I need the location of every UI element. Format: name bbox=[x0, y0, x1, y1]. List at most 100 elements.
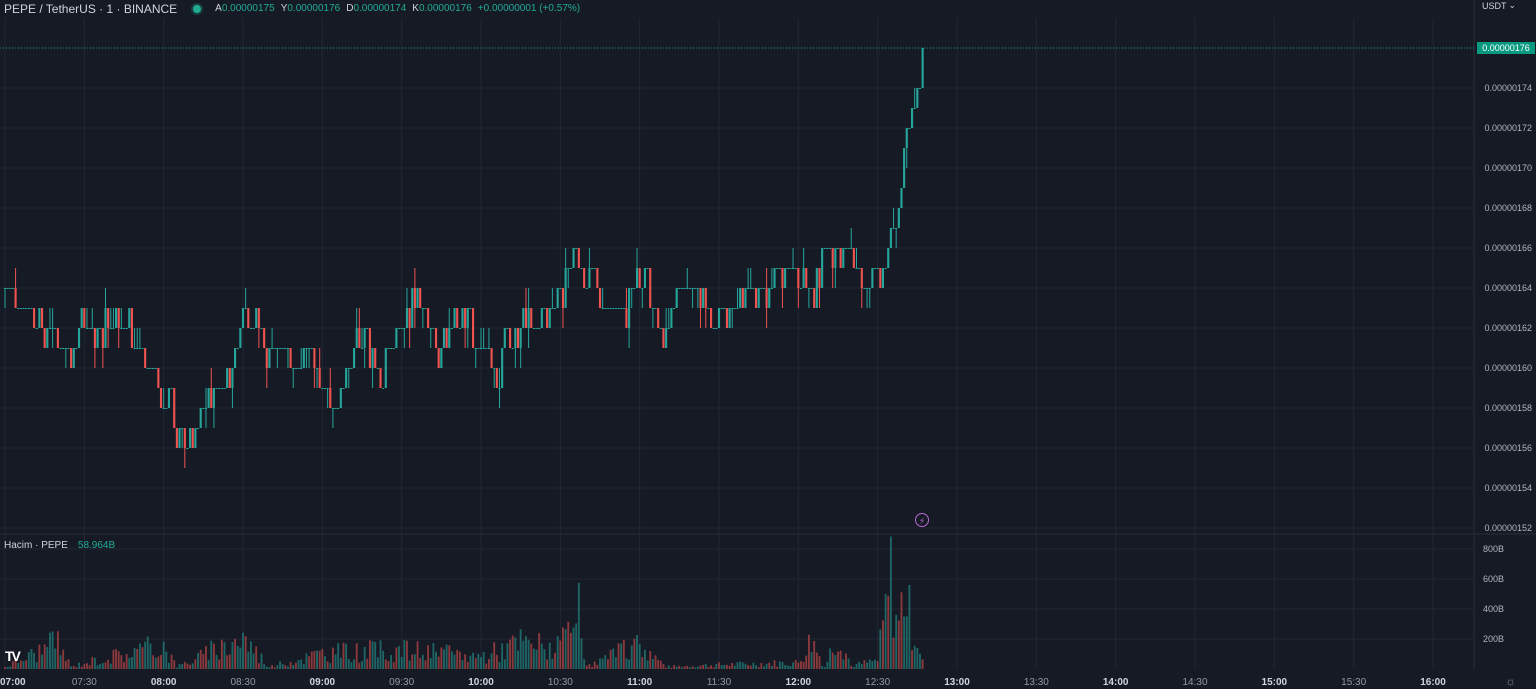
candle-body bbox=[236, 348, 239, 349]
candle-body bbox=[747, 288, 750, 289]
candle-body bbox=[112, 328, 115, 329]
market-status-icon[interactable] bbox=[193, 4, 202, 13]
volume-bar bbox=[882, 620, 884, 669]
candle-body bbox=[469, 308, 472, 309]
candle-body bbox=[3, 288, 7, 289]
lightning-event-icon[interactable]: ⚡ bbox=[915, 513, 929, 527]
volume-bar bbox=[406, 640, 408, 669]
symbol-title[interactable]: PEPE / TetherUS · 1 · BINANCE bbox=[4, 1, 178, 16]
time-tick-label: 15:30 bbox=[1341, 677, 1366, 688]
candle-body bbox=[540, 308, 543, 328]
volume-bar bbox=[9, 666, 12, 669]
candle-body bbox=[80, 308, 83, 328]
volume-bar bbox=[800, 661, 802, 669]
candle-body bbox=[887, 248, 890, 268]
volume-bar bbox=[400, 657, 403, 669]
candle-body bbox=[694, 288, 697, 289]
candle-body bbox=[760, 288, 763, 289]
candle-body bbox=[739, 288, 742, 308]
candle-body bbox=[741, 288, 744, 308]
candle-body bbox=[916, 88, 919, 108]
candle-body bbox=[702, 288, 705, 308]
candle-body bbox=[498, 388, 501, 389]
candle-body bbox=[765, 288, 768, 308]
candle-body bbox=[860, 268, 863, 288]
price-tick-label: 0.00000162 bbox=[1484, 323, 1532, 333]
candle-body bbox=[612, 308, 615, 309]
candle-body bbox=[662, 328, 665, 348]
candle-body bbox=[850, 248, 853, 249]
candle-body bbox=[707, 308, 710, 309]
volume-bar bbox=[755, 665, 757, 669]
price-tick-label: 0.00000158 bbox=[1484, 403, 1532, 413]
candle-body bbox=[416, 288, 419, 308]
candle-body bbox=[784, 268, 787, 288]
volume-bar bbox=[797, 662, 800, 669]
candle-body bbox=[93, 328, 96, 348]
volume-bar bbox=[506, 643, 509, 669]
candle-body bbox=[553, 308, 557, 309]
volume-bar bbox=[162, 641, 165, 669]
volume-bar bbox=[712, 667, 715, 669]
candle-body bbox=[818, 268, 821, 288]
price-axis[interactable]: 0.00000174 0.00000172 0.00000170 0.00000168… bbox=[1484, 83, 1532, 533]
volume-bar bbox=[919, 653, 921, 669]
candle-body bbox=[91, 328, 94, 329]
volume-bar bbox=[382, 650, 385, 669]
candle-body bbox=[104, 308, 107, 348]
volume-bar bbox=[443, 649, 445, 669]
candle-body bbox=[17, 308, 20, 309]
volume-legend[interactable]: Hacim · PEPE 58.964B bbox=[4, 540, 115, 551]
volume-bar bbox=[292, 664, 295, 669]
time-tick-label: 07:00 bbox=[0, 677, 26, 688]
volume-bar bbox=[874, 659, 876, 669]
volume-bar bbox=[477, 653, 480, 669]
time-axis[interactable]: 07:00 07:30 08:00 08:30 09:00 09:30 10:00 10:30… bbox=[0, 677, 1446, 688]
candle-body bbox=[191, 428, 194, 448]
candle-body bbox=[75, 348, 78, 349]
volume-bar bbox=[329, 663, 332, 669]
candle-body bbox=[278, 348, 282, 349]
candle-body bbox=[186, 448, 189, 449]
candle-body bbox=[802, 268, 805, 288]
volume-bar bbox=[688, 667, 691, 669]
volume-axis[interactable]: 800B 600B 400B 200B bbox=[1483, 544, 1504, 644]
volume-bar bbox=[268, 667, 271, 669]
volume-bar bbox=[580, 638, 583, 669]
volume-bar bbox=[91, 656, 94, 669]
time-tick-label: 14:30 bbox=[1182, 677, 1207, 688]
volume-bar bbox=[144, 641, 147, 669]
candle-body bbox=[728, 308, 731, 328]
volume-bar bbox=[197, 652, 199, 669]
volume-bar bbox=[67, 659, 70, 669]
volume-bar bbox=[546, 659, 549, 669]
volume-bar bbox=[125, 654, 128, 669]
candle-body bbox=[276, 348, 279, 349]
candle-body bbox=[699, 288, 702, 308]
tradingview-logo[interactable]: TV bbox=[5, 648, 21, 664]
candle-body bbox=[641, 288, 644, 289]
volume-bar bbox=[659, 660, 662, 669]
volume-bar bbox=[149, 643, 152, 669]
currency-selector[interactable]: USDT ⌄ bbox=[1482, 0, 1516, 11]
volume-bar bbox=[260, 653, 263, 669]
volume-bar bbox=[244, 635, 247, 669]
candle-body bbox=[6, 288, 9, 289]
volume-bar bbox=[313, 650, 316, 669]
candle-body bbox=[514, 328, 517, 348]
volume-bar bbox=[41, 654, 43, 669]
candle-body bbox=[226, 368, 229, 388]
volume-bar bbox=[461, 660, 464, 669]
candle-body bbox=[744, 288, 747, 308]
ohlc-values: A0.00000175 Y0.00000176 D0.00000174 K0.0… bbox=[215, 3, 580, 14]
volume-bar bbox=[168, 662, 170, 669]
volume-bar bbox=[736, 662, 739, 669]
candle-body bbox=[918, 88, 922, 89]
candle-body bbox=[72, 348, 75, 368]
settings-gear-icon[interactable]: ☼ bbox=[1505, 674, 1516, 688]
volume-bar bbox=[636, 634, 638, 669]
volume-bar bbox=[916, 647, 919, 669]
volume-bar bbox=[591, 666, 593, 669]
volume-bar bbox=[773, 660, 776, 669]
